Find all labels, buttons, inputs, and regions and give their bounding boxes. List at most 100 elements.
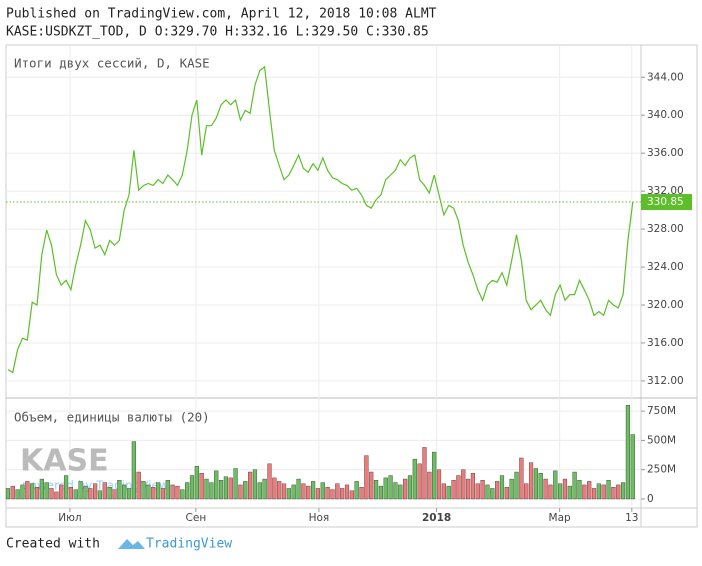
y-tick-label: 250M <box>647 464 676 476</box>
volume-bar <box>393 482 398 500</box>
volume-bar <box>214 470 219 500</box>
volume-bar <box>601 484 606 500</box>
volume-bar <box>383 477 388 500</box>
y-tick-label: 344.00 <box>647 71 684 83</box>
volume-bar <box>15 489 20 500</box>
volume-bar <box>281 483 287 500</box>
volume-bar <box>44 482 49 500</box>
volume-bar <box>572 471 577 500</box>
symbol-line: KASE:USDKZT_TOD, D O:329.70 H:332.16 L:3… <box>6 25 429 40</box>
volume-bar <box>398 484 403 500</box>
volume-bar <box>315 488 321 500</box>
volume-bar <box>126 488 132 500</box>
volume-bar <box>412 458 417 500</box>
volume-bar <box>485 484 490 500</box>
volume-bar <box>519 457 524 500</box>
chart-frame <box>5 44 698 528</box>
volume-bar <box>209 482 214 500</box>
volume-bar <box>189 475 195 500</box>
y-tick-label: 750M <box>647 405 676 417</box>
volume-bar <box>325 487 330 500</box>
volume-bar <box>301 483 306 500</box>
volume-bar <box>88 488 93 500</box>
volume-bar <box>451 480 456 500</box>
last-price-box <box>641 194 692 211</box>
volume-bar <box>427 471 432 500</box>
volume-bar <box>277 481 282 500</box>
volume-bar <box>587 481 592 500</box>
volume-bar <box>218 480 224 500</box>
volume-bar <box>446 485 451 500</box>
volume-bar <box>630 434 635 500</box>
x-tick-label: Мар <box>549 512 571 524</box>
volume-bar <box>461 469 466 500</box>
x-tick-label: Сен <box>186 512 207 524</box>
price-line <box>7 65 634 374</box>
volume-bar <box>543 478 548 500</box>
volume-bar <box>567 485 572 500</box>
y-tick-label: 500M <box>647 434 676 446</box>
volume-bar <box>436 469 442 500</box>
volume-bar <box>340 488 345 500</box>
footer-brand[interactable]: TradingView <box>146 537 232 552</box>
volume-bar <box>354 481 359 500</box>
volume-bar <box>562 478 568 500</box>
price-pane-title: Итоги двух сессий, D, KASE <box>14 56 210 71</box>
volume-bar <box>553 470 558 500</box>
volume-bar <box>524 483 529 500</box>
volume-bar <box>146 484 151 500</box>
volume-bar <box>78 481 83 500</box>
volume-bar <box>475 483 480 500</box>
volume-bar <box>141 481 146 500</box>
volume-bar <box>369 471 374 500</box>
volume-bar <box>175 485 180 500</box>
volume-bar <box>548 484 553 500</box>
volume-bar <box>310 481 316 500</box>
volume-bar <box>25 481 30 500</box>
volume-bar <box>620 482 626 500</box>
volume-bar <box>97 490 103 500</box>
volume-bar <box>151 487 156 500</box>
volume-bar <box>349 490 354 500</box>
footer-created: Created with <box>6 537 100 552</box>
volume-bar <box>272 477 277 500</box>
volume-bar <box>344 484 350 500</box>
y-tick-label: 316.00 <box>647 337 684 349</box>
volume-bar <box>373 480 379 500</box>
volume-bar <box>504 487 509 500</box>
volume-bar <box>490 488 495 500</box>
volume-bar <box>582 484 587 500</box>
volume-bar <box>422 447 427 500</box>
volume-bar <box>514 471 519 500</box>
volume-bar <box>243 481 248 500</box>
volume-bar <box>286 488 291 500</box>
y-tick-label: 336.00 <box>647 147 684 159</box>
volume-bar <box>320 482 325 500</box>
volume-bar <box>262 478 267 500</box>
volume-bar <box>238 484 243 500</box>
volume-bar <box>122 484 127 500</box>
x-tick-label: 13 <box>625 512 638 524</box>
volume-pane-title: Объем, единицы валюты (20) <box>14 410 210 425</box>
volume-bar <box>34 487 40 500</box>
volume-bar <box>480 480 485 500</box>
volume-bar <box>194 465 199 500</box>
volume-bar <box>49 488 54 500</box>
volume-bar <box>204 478 209 500</box>
volume-bar <box>470 473 476 500</box>
volume-bar <box>248 471 253 500</box>
volume-bar <box>180 489 185 500</box>
volume-bar <box>296 478 301 500</box>
volume-bar <box>63 475 69 500</box>
volume-bar <box>359 487 364 500</box>
volume-bar <box>611 487 616 500</box>
volume-bar <box>509 478 514 500</box>
volume-bar <box>378 485 383 500</box>
volume-bar <box>30 483 35 500</box>
grid <box>6 45 641 508</box>
volume-bar <box>616 484 621 500</box>
last-price-label: 330.85 <box>647 196 684 208</box>
volume-bar <box>456 475 461 500</box>
volume-bar <box>403 478 408 500</box>
